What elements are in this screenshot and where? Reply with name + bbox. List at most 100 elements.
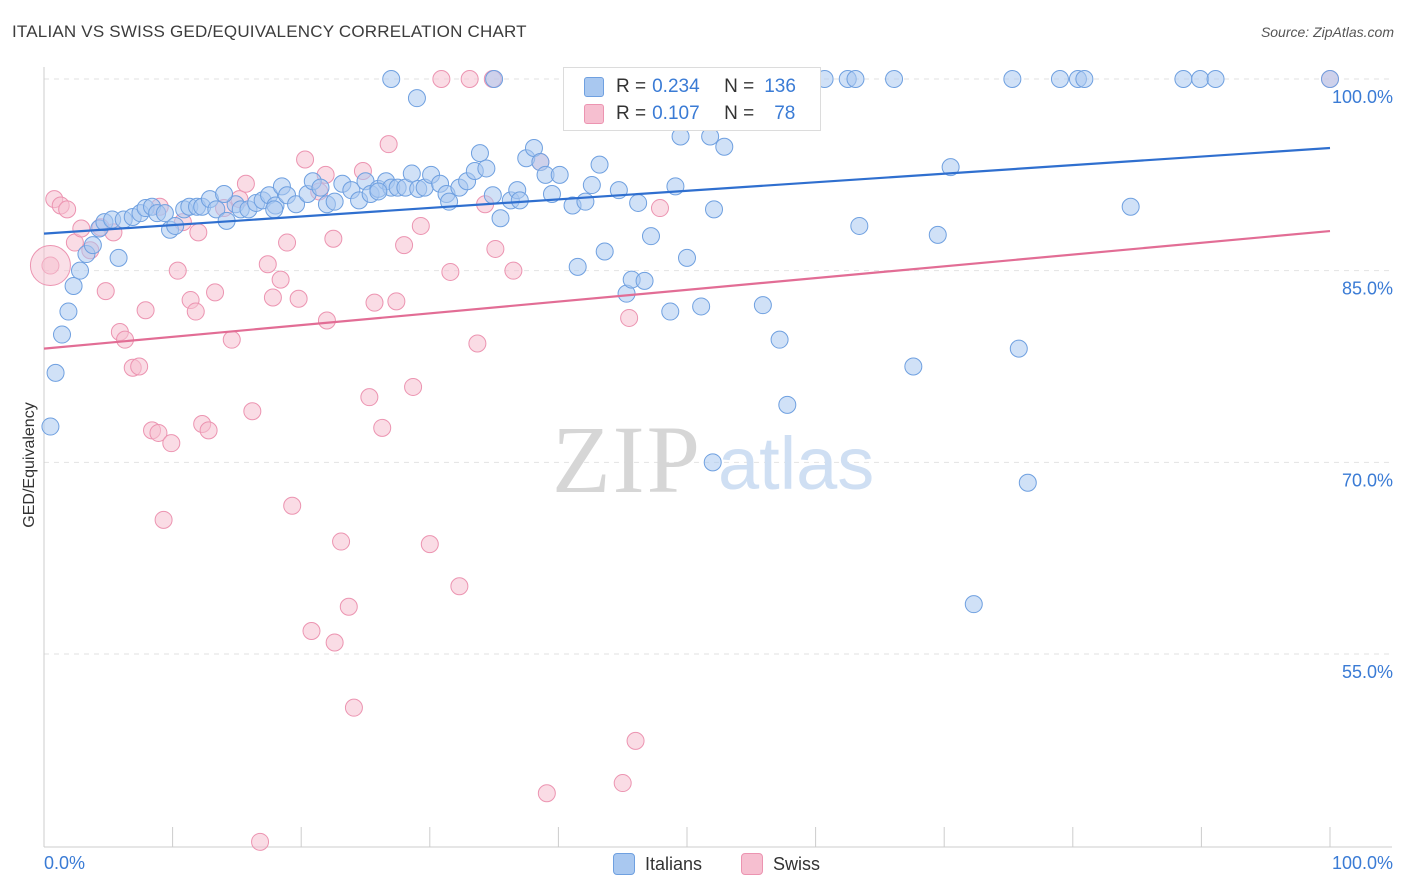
italians-trend-line [43,146,1331,235]
swiss-point [486,239,505,258]
italian-point [83,236,102,255]
italian-point [941,158,960,177]
swiss-point [613,774,632,793]
swiss-point [251,832,270,851]
swiss-point [468,334,487,353]
italian-point [576,192,595,211]
italian-point [542,185,561,203]
swiss-point [432,70,451,88]
swiss-point [186,302,205,321]
italian-point [1050,70,1069,88]
swiss-point [537,784,556,803]
italian-point [964,595,983,614]
italian-point [904,357,923,376]
italian-point [1009,339,1028,358]
italian-point [483,186,502,205]
tick-labels: 55.0% 70.0% 85.0% 100.0% 0.0% 100.0% [44,87,1393,873]
swiss-point [411,216,430,235]
italian-point [703,453,722,472]
swiss-point [450,577,469,596]
swiss-point [379,135,398,154]
italian-point [1321,70,1339,88]
italian-point [568,257,587,276]
swiss-point [650,199,669,218]
y-tick-label: 100.0% [1332,87,1393,107]
italian-point [635,271,654,290]
italian-point [678,248,696,267]
italian-point [41,417,60,436]
axes-layer [43,67,1392,848]
italian-point [1174,70,1193,88]
italians-points [41,70,1339,614]
italian-point [311,178,330,197]
italian-point [407,89,426,108]
swiss-point [620,308,639,327]
italian-point [590,155,609,174]
italian-point [64,277,83,295]
y-tick-label: 70.0% [1342,470,1393,490]
chart-source: Source: ZipAtlas.com [1260,24,1394,40]
swiss-point [373,418,392,437]
italian-point [207,200,226,219]
italian-point [550,165,569,184]
swiss-point [154,510,173,529]
italian-point [846,70,865,88]
swiss-point [278,233,297,252]
watermark: ZIP atlas [552,406,874,513]
swiss-point [283,496,302,515]
italian-point [46,363,65,382]
italian-point [485,70,504,88]
italian-point [595,242,614,261]
italian-point [1206,70,1225,88]
bottom-legend-swatch-swiss [741,853,763,875]
swiss-point [441,262,460,281]
swiss-point [324,229,343,248]
bottom-legend-swatch-italians [613,853,635,875]
italian-point [850,216,869,235]
legend-r-value-swiss: 0.107 [652,103,700,124]
grid-layer [44,78,1392,655]
bottom-legend-swiss: Swiss [741,852,820,876]
legend-row-italians: R = 0.234 N = 136 [584,76,796,98]
swiss-point [72,219,91,238]
italian-point [778,395,797,414]
italian-point [59,302,78,321]
italian-point [1191,70,1210,88]
swiss-point [420,535,439,554]
swiss-point [344,698,363,717]
swiss-point [360,388,379,407]
swiss-point [325,633,344,652]
swiss-point [395,236,414,255]
swiss-point [206,283,225,302]
swiss-point [58,200,77,219]
legend-row-swiss: R = 0.107 N = 78 [584,103,795,125]
italian-point [155,204,174,223]
swiss-point [296,150,315,169]
stats-legend: R = 0.234 N = 136 R = 0.107 N = 78 [563,67,821,131]
legend-r-value-italians: 0.234 [652,76,700,97]
swiss-point [626,731,645,750]
legend-n-value-italians: 136 [764,76,796,97]
swiss-point [404,377,423,396]
bottom-legend-italians: Italians [613,852,702,876]
bottom-legend-label-italians: Italians [645,853,703,874]
legend-r-label: R = [616,103,647,124]
swiss-point [302,622,321,640]
italian-point [770,330,789,349]
swiss-point [339,597,358,616]
y-tick-label: 85.0% [1342,279,1393,299]
italian-point [109,248,128,267]
swiss-point [332,532,351,551]
italian-point [491,209,510,228]
legend-n-label: N = [724,103,755,124]
italian-point [1003,70,1022,88]
legend-n-value-swiss: 78 [774,103,796,124]
italian-point [885,70,904,88]
italian-point [382,70,401,88]
watermark-atlas: atlas [718,422,874,505]
swiss-point [149,423,168,442]
italian-point [692,297,711,316]
italian-point [71,261,90,280]
swiss-point [263,288,282,307]
